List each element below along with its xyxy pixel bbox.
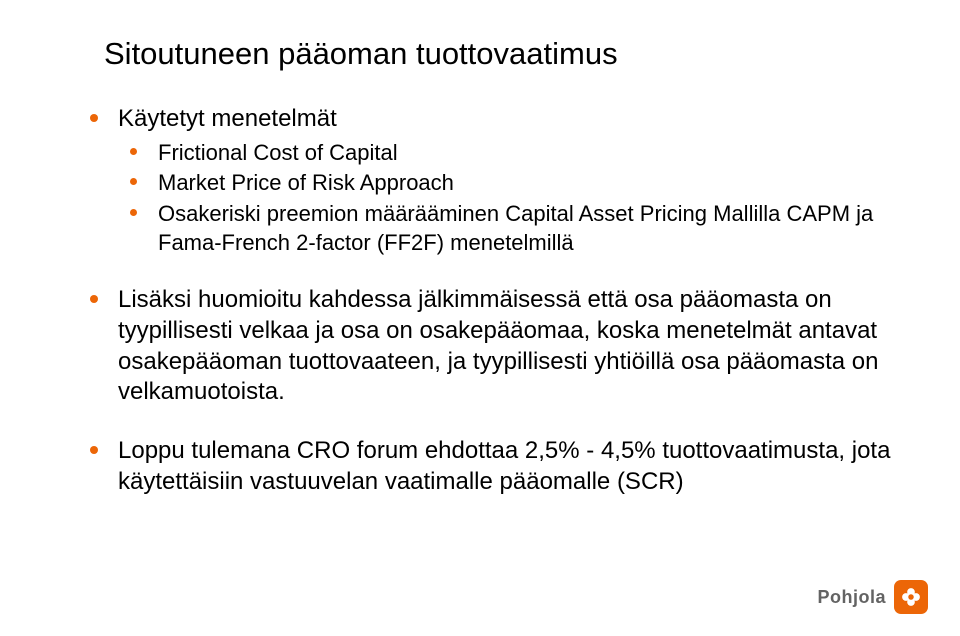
block-note: Lisäksi huomioitu kahdessa jälkimmäisess…	[90, 285, 910, 408]
slide-title: Sitoutuneen pääoman tuottovaatimus	[104, 36, 910, 72]
clover-icon	[894, 580, 928, 614]
bullet-methods-heading: Käytetyt menetelmät	[90, 104, 910, 135]
bullet-conclusion: Loppu tulemana CRO forum ehdottaa 2,5% -…	[90, 436, 910, 497]
block-conclusion: Loppu tulemana CRO forum ehdottaa 2,5% -…	[90, 436, 910, 497]
bullet-note: Lisäksi huomioitu kahdessa jälkimmäisess…	[90, 285, 910, 408]
block-methods: Käytetyt menetelmät Frictional Cost of C…	[90, 104, 910, 257]
brand-name: Pohjola	[817, 587, 886, 608]
brand-logo: Pohjola	[817, 580, 928, 614]
bullet-method-item: Osakeriski preemion määrääminen Capital …	[130, 200, 910, 257]
slide: Sitoutuneen pääoman tuottovaatimus Käyte…	[0, 0, 960, 636]
bullet-method-item: Frictional Cost of Capital	[130, 139, 910, 168]
bullet-method-item: Market Price of Risk Approach	[130, 169, 910, 198]
